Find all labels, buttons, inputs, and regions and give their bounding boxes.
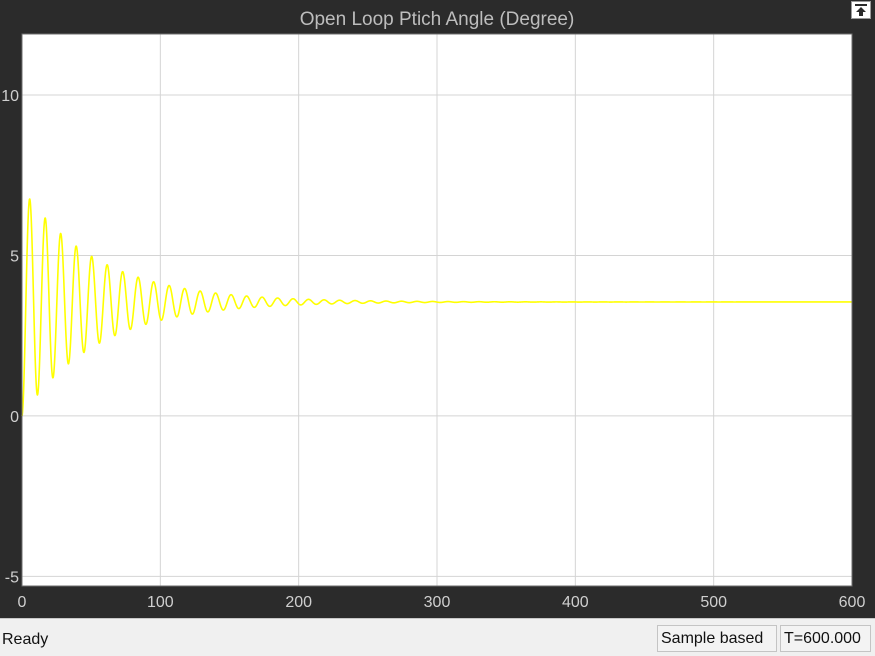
x-tick-label: 100	[147, 594, 174, 611]
x-tick-label: 0	[18, 594, 27, 611]
grid-lines	[21, 34, 853, 586]
chart: Open Loop Ptich Angle (Degree) 0 100 200 30…	[1, 9, 866, 611]
x-tick-label: 400	[562, 594, 589, 611]
x-tick-label: 300	[424, 594, 451, 611]
x-tick-label: 500	[700, 594, 727, 611]
chart-title: Open Loop Ptich Angle (Degree)	[300, 9, 575, 30]
plot-area: Open Loop Ptich Angle (Degree) 0 100 200 30…	[1, 1, 871, 611]
y-tick-label: 5	[10, 248, 19, 265]
series-layer	[21, 198, 853, 417]
y-tick-label: 0	[10, 409, 19, 426]
simulation-time-indicator: T=600.000	[780, 625, 871, 652]
undock-button[interactable]	[851, 1, 871, 19]
x-tick-label: 200	[285, 594, 312, 611]
undock-icon	[855, 4, 867, 16]
sample-mode-indicator: Sample based	[657, 625, 777, 652]
y-tick-label: 10	[1, 88, 19, 105]
x-tick-labels: 0 100 200 300 400 500 600	[18, 594, 866, 611]
series-line	[21, 198, 853, 417]
status-bar: Ready Sample based T=600.000	[0, 618, 875, 656]
axes-frame	[21, 33, 853, 587]
y-tick-label: -5	[5, 569, 19, 586]
status-ready-text: Ready	[2, 631, 49, 648]
x-tick-label: 600	[839, 594, 866, 611]
y-tick-labels: -5 0 5 10	[1, 88, 19, 586]
